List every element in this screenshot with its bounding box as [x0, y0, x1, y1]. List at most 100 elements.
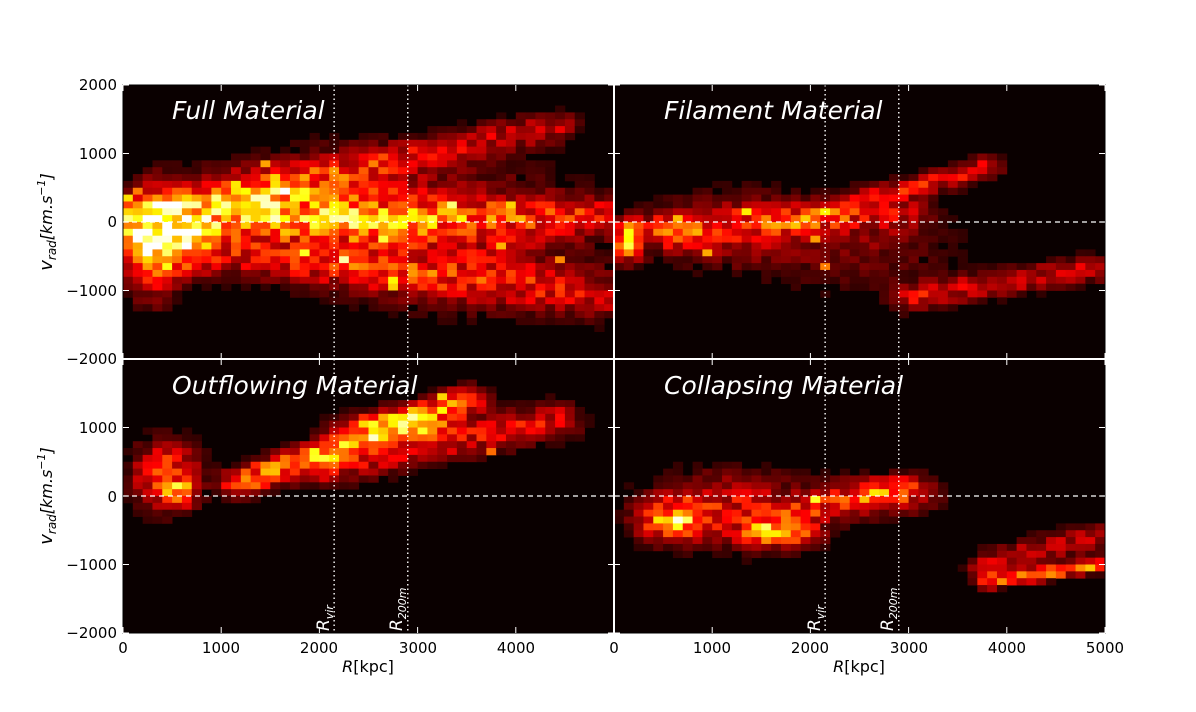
heatmap-cell-collapsing [1006, 557, 1018, 565]
heatmap-cell-filament [780, 256, 792, 264]
heatmap-cell-full [201, 269, 212, 278]
heatmap-cell-filament [741, 201, 752, 209]
heatmap-cell-filament [987, 167, 998, 175]
heatmap-cell-full [594, 324, 605, 332]
heatmap-cell-collapsing [1006, 543, 1018, 552]
heatmap-cell-full [476, 201, 487, 209]
heatmap-cell-full [378, 187, 389, 195]
heatmap-cell-full [221, 194, 232, 202]
heatmap-cell-collapsing [702, 523, 713, 531]
heatmap-cell-full [250, 228, 261, 237]
heatmap-cell-outflowing [309, 468, 320, 476]
heatmap-cell-full [152, 235, 163, 243]
heatmap-cell-full [574, 304, 585, 312]
heatmap-cell-outflowing [496, 406, 507, 415]
heatmap-cell-filament [849, 228, 860, 237]
heatmap-cell-filament [643, 208, 654, 216]
heatmap-cell-outflowing [456, 406, 468, 415]
heatmap-cell-full [348, 222, 360, 230]
heatmap-cell-full [270, 208, 281, 216]
heatmap-cell-filament [800, 242, 811, 250]
heatmap-cell-filament [741, 249, 752, 257]
heatmap-cell-full [525, 290, 536, 298]
heatmap-cell-filament [849, 215, 860, 223]
heatmap-cell-collapsing [1075, 537, 1086, 545]
heatmap-cell-full [525, 304, 536, 312]
heatmap-cell-collapsing [839, 516, 851, 524]
heatmap-cell-full [319, 263, 330, 271]
heatmap-cell-full [555, 304, 566, 312]
heatmap-cell-full [515, 208, 527, 216]
heatmap-cell-full [417, 297, 428, 305]
heatmap-cell-full [466, 269, 477, 278]
heatmap-cell-full [221, 276, 232, 285]
heatmap-cell-full [201, 249, 212, 257]
heatmap-cell-filament [1095, 269, 1105, 278]
heatmap-cell-filament [731, 201, 743, 209]
heatmap-cell-filament [1055, 283, 1067, 291]
heatmap-cell-collapsing [771, 509, 782, 517]
heatmap-cell-full [231, 242, 242, 250]
heatmap-cell-collapsing [1085, 537, 1096, 545]
heatmap-cell-full [515, 167, 527, 175]
heatmap-cell-filament [623, 263, 635, 271]
heatmap-cell-collapsing [722, 482, 733, 490]
heatmap-cell-full [574, 119, 585, 127]
heatmap-cell-full [505, 153, 517, 161]
heatmap-cell-full [535, 242, 546, 250]
heatmap-cell-full [456, 263, 468, 271]
heatmap-cell-collapsing [869, 496, 880, 504]
heatmap-cell-full [397, 194, 409, 202]
heatmap-cell-outflowing [231, 468, 242, 476]
heatmap-cell-filament [722, 256, 733, 264]
heatmap-cell-full [378, 215, 389, 223]
heatmap-cell-filament [643, 242, 654, 250]
heatmap-cell-filament [761, 256, 772, 264]
heatmap-cell-full [407, 222, 418, 230]
heatmap-cell-filament [869, 208, 880, 216]
heatmap-cell-outflowing [142, 482, 153, 490]
heatmap-cell-full [132, 297, 144, 305]
heatmap-cell-collapsing [1046, 543, 1057, 552]
heatmap-cell-filament [898, 228, 909, 237]
heatmap-cell-full [564, 187, 576, 195]
heatmap-cell-full [476, 208, 487, 216]
heatmap-cell-full [437, 146, 448, 154]
heatmap-cell-outflowing [201, 468, 212, 476]
heatmap-cell-full [289, 290, 301, 298]
heatmap-cell-full [162, 297, 173, 305]
heatmap-cell-full [456, 146, 468, 154]
heatmap-cell-collapsing [731, 461, 743, 469]
heatmap-cell-collapsing [849, 482, 860, 490]
heatmap-cell-full [515, 317, 527, 326]
heatmap-cell-full [486, 249, 497, 257]
xtick-right-1000: 1000 [693, 639, 731, 657]
heatmap-cell-full [574, 283, 585, 291]
heatmap-cell-filament [869, 263, 880, 271]
heatmap-cell-full [535, 160, 546, 168]
heatmap-cell-filament [820, 215, 831, 223]
heatmap-cell-full [496, 139, 507, 148]
heatmap-cell-filament [1046, 263, 1057, 271]
heatmap-cell-full [172, 228, 183, 237]
heatmap-cell-outflowing [378, 454, 389, 463]
heatmap-cell-filament [761, 208, 772, 216]
heatmap-cell-outflowing [456, 393, 468, 401]
heatmap-cell-collapsing [1085, 571, 1096, 579]
heatmap-cell-full [584, 208, 595, 216]
heatmap-cell-full [142, 290, 153, 298]
heatmap-cell-outflowing [142, 448, 153, 456]
heatmap-cell-full [476, 256, 487, 264]
heatmap-cell-filament [663, 256, 674, 264]
heatmap-cell-collapsing [643, 543, 654, 552]
heatmap-cell-filament [888, 235, 900, 243]
heatmap-cell-filament [938, 276, 949, 285]
heatmap-cell-full [427, 269, 438, 278]
heatmap-cell-filament [938, 208, 949, 216]
heatmap-cell-full [505, 201, 517, 209]
heatmap-cell-full [270, 222, 281, 230]
heatmap-cell-filament [859, 276, 870, 285]
heatmap-cell-filament [987, 283, 998, 291]
heatmap-cell-outflowing [447, 393, 458, 401]
heatmap-cell-outflowing [437, 393, 448, 401]
